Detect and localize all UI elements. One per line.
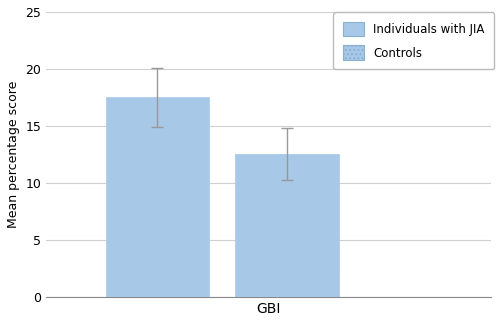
Bar xyxy=(236,154,339,297)
Legend: Individuals with JIA, Controls: Individuals with JIA, Controls xyxy=(333,12,494,69)
Y-axis label: Mean percentage score: Mean percentage score xyxy=(7,80,20,228)
X-axis label: GBI: GBI xyxy=(256,302,281,316)
Bar xyxy=(106,97,210,297)
